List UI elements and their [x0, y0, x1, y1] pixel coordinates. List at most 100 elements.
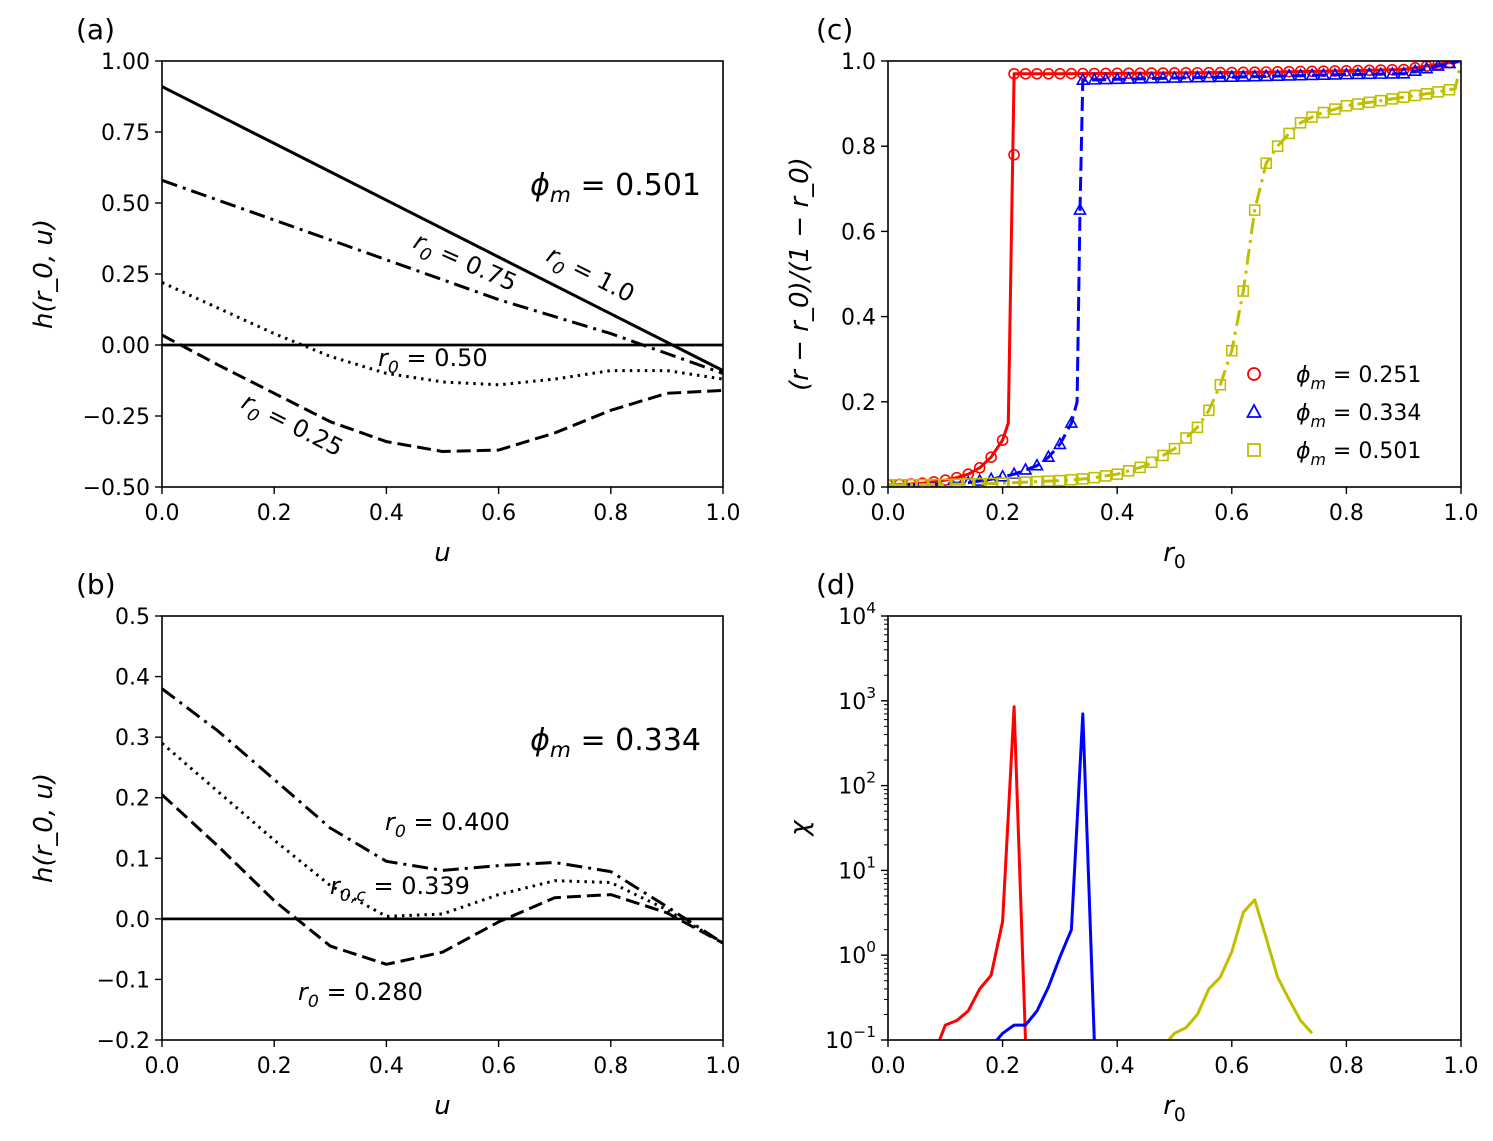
data-marker — [1260, 66, 1272, 78]
curve-label: r0 = 0.280 — [298, 978, 423, 1012]
x-tick-label: 0.4 — [369, 501, 404, 526]
series-line-1 — [162, 85, 723, 372]
data-marker — [1077, 473, 1089, 485]
y-tick-label: −0.25 — [83, 405, 150, 430]
data-marker — [985, 477, 997, 487]
y-tick-label: −0.1 — [97, 968, 150, 993]
legend-marker — [1245, 403, 1263, 418]
data-marker — [1054, 67, 1066, 80]
data-marker — [973, 462, 986, 474]
data-marker — [1226, 66, 1238, 79]
x-tick-label: 0.8 — [593, 1054, 628, 1079]
data-marker — [1110, 71, 1125, 85]
data-marker — [888, 479, 894, 487]
data-marker — [1180, 432, 1192, 444]
data-marker — [1111, 468, 1123, 481]
data-marker — [916, 478, 929, 487]
data-marker — [1133, 71, 1147, 84]
curve-label: r0 = 0.400 — [385, 808, 510, 842]
y-axis-label: h(r_0, u) — [29, 773, 59, 883]
data-marker — [1386, 93, 1399, 105]
data-marker — [1316, 67, 1331, 80]
data-marker — [996, 434, 1009, 446]
data-marker — [950, 478, 963, 487]
y-tick-label: 1.0 — [841, 50, 876, 75]
phi-annotation: ϕm = 0.334 — [530, 723, 701, 763]
data-marker — [1271, 140, 1284, 152]
panel-label: (d) — [816, 568, 856, 601]
data-marker — [1168, 442, 1181, 455]
series-line-1 — [162, 687, 723, 945]
x-tick-label: 0.6 — [481, 1054, 516, 1079]
data-marker — [905, 478, 917, 487]
data-marker — [995, 469, 1010, 482]
legend-label: ϕm = 0.251 — [1296, 363, 1421, 393]
curve-label: r0 = 0.50 — [378, 344, 488, 378]
y-tick-label: 0.00 — [101, 334, 150, 359]
data-marker — [1306, 111, 1318, 123]
data-marker — [1087, 72, 1102, 85]
data-marker — [1145, 67, 1158, 79]
data-marker — [1339, 66, 1354, 80]
panel-c: 0.0 0.2 0.4 0.6 0.8 1.0 0.0 0.2 0.4 0.6 0.8 1.0 r0 (r… — [785, 13, 1479, 573]
x-tick-label: 0.6 — [1214, 1054, 1249, 1079]
y-tick-label: 0.25 — [101, 263, 150, 288]
axes-frame — [887, 60, 1462, 488]
data-marker — [1248, 204, 1261, 216]
y-tick-label: 0.8 — [841, 135, 876, 160]
panel-b: 0.0 0.2 0.4 0.6 0.8 1.0 −0.2 −0.1 0.0 0.1 0.2 0.3 0.… — [29, 568, 741, 1121]
y-tick-label: 100 — [838, 938, 876, 969]
y-tick-label: 0.3 — [115, 726, 150, 751]
data-marker — [1432, 86, 1444, 98]
x-tick-label: 0.8 — [1329, 501, 1364, 526]
data-marker — [1259, 68, 1274, 82]
x-axis-label: u — [434, 1091, 450, 1121]
x-tick-label: 1.0 — [1444, 501, 1479, 526]
data-marker — [1283, 127, 1295, 140]
data-marker — [1073, 202, 1087, 215]
series-line-1 — [938, 705, 1027, 1040]
panel-label: (b) — [76, 568, 116, 601]
data-marker — [1065, 67, 1078, 80]
data-marker — [1409, 89, 1421, 102]
plot-area — [888, 61, 1461, 487]
x-tick-label: 0.4 — [1100, 501, 1135, 526]
data-marker — [1008, 148, 1020, 161]
plot-area — [162, 687, 723, 966]
y-tick-label: 104 — [838, 599, 876, 630]
data-marker — [1294, 116, 1307, 129]
data-marker — [1420, 88, 1433, 100]
data-marker — [1053, 436, 1067, 450]
panel-label: (a) — [76, 13, 115, 46]
x-tick-label: 0.0 — [871, 501, 906, 526]
data-marker — [1122, 465, 1135, 477]
legend-label: ϕm = 0.501 — [1296, 439, 1421, 469]
series-line-2 — [162, 742, 723, 945]
data-marker — [1019, 67, 1032, 80]
series-line-2 — [888, 61, 1461, 487]
data-marker — [1282, 68, 1296, 81]
data-marker — [1144, 70, 1159, 84]
data-marker — [985, 451, 997, 463]
series-line-1 — [888, 61, 1461, 487]
x-tick-label: 1.0 — [706, 1054, 741, 1079]
data-marker — [1134, 461, 1146, 474]
data-marker — [1064, 415, 1079, 428]
data-marker — [1054, 474, 1066, 487]
axes-frame — [887, 615, 1462, 1041]
data-marker — [1098, 71, 1113, 85]
series-line-3 — [1167, 898, 1314, 1040]
data-marker — [1019, 476, 1032, 487]
data-marker — [1270, 68, 1285, 81]
x-tick-label: 1.0 — [1444, 1054, 1479, 1079]
data-marker — [973, 477, 986, 487]
data-marker — [1328, 67, 1342, 80]
legend-marker — [1247, 443, 1261, 457]
data-marker — [1008, 67, 1020, 80]
data-marker — [1397, 91, 1410, 104]
x-tick-label: 0.6 — [481, 501, 516, 526]
y-tick-label: 0.1 — [115, 847, 150, 872]
y-tick-label: 102 — [838, 769, 876, 800]
data-marker — [1156, 70, 1170, 84]
data-marker — [1191, 421, 1204, 434]
